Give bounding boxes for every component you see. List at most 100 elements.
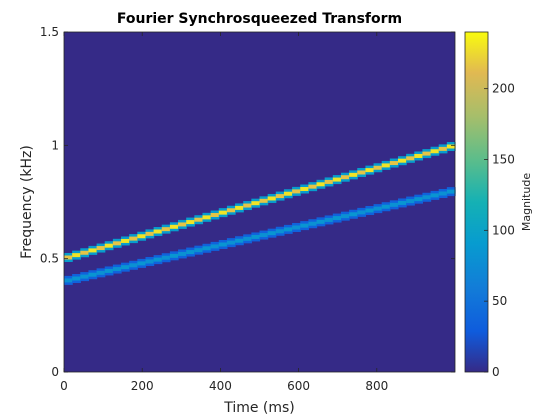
ridge-lines — [64, 142, 456, 285]
ridge-segment — [430, 149, 440, 154]
ridge-segment — [161, 227, 171, 232]
ridge-segment — [96, 270, 106, 275]
ridge-segment — [283, 227, 293, 232]
y-tick-label: 0.5 — [40, 252, 59, 266]
colorbar-tick-label: 50 — [492, 294, 507, 308]
ridge-segment — [316, 182, 326, 187]
ridge-segment — [64, 278, 73, 283]
ridge-segment — [145, 259, 155, 264]
ridge-segment — [414, 153, 424, 158]
ridge-segment — [104, 243, 114, 248]
ridge-segment — [169, 224, 179, 229]
colorbar-tick-label: 100 — [492, 223, 515, 237]
ridge-segment — [145, 231, 155, 236]
ridge-segment — [251, 234, 261, 239]
ridge-segment — [349, 172, 358, 177]
ridge-segment — [397, 200, 407, 205]
ridge-segment — [243, 236, 252, 241]
ridge-segment — [80, 274, 90, 279]
ridge-segment — [259, 233, 269, 238]
ridge-segment — [422, 151, 432, 156]
ridge-segment — [340, 214, 350, 219]
ridge-segment — [406, 156, 415, 161]
ridge-segment — [129, 236, 138, 241]
ridge-segment — [210, 212, 220, 217]
ridge-segment — [340, 175, 350, 180]
ridge-segment — [422, 195, 432, 200]
colorbar-tick-label: 150 — [492, 153, 515, 167]
colorbar-tick-label: 200 — [492, 82, 515, 96]
x-axis-label: Time (ms) — [223, 400, 295, 416]
ridge-segment — [316, 219, 326, 224]
ridge-segment — [292, 225, 301, 230]
ridge-segment — [235, 205, 244, 210]
x-tick-label: 200 — [131, 379, 154, 393]
ridge-segment — [178, 251, 187, 256]
ridge-segment — [72, 253, 81, 258]
ridge-segment — [202, 215, 212, 220]
y-tick-label: 0 — [51, 365, 59, 379]
ridge-segment — [357, 210, 366, 215]
ridge-segment — [267, 231, 277, 236]
ridge-segment — [153, 257, 163, 262]
chart-title: Fourier Synchrosqueezed Transform — [117, 11, 402, 27]
ridge-segment — [430, 193, 440, 198]
ridge-segment — [218, 242, 228, 247]
colorbar-tick-label: 0 — [492, 365, 500, 379]
ridge-segment — [112, 241, 122, 246]
ridge-segment — [308, 221, 318, 226]
ridge-segment — [275, 194, 285, 199]
colorbar — [464, 31, 489, 373]
plot-frame — [63, 31, 456, 373]
x-tick-label: 400 — [209, 379, 232, 393]
y-axis: 0 0.5 1 1.5 — [40, 25, 455, 379]
ridge-segment — [357, 170, 366, 175]
ridge-segment — [88, 272, 98, 277]
ridge-segment — [332, 216, 342, 221]
ridge-segment — [226, 208, 236, 213]
y-tick-label: 1 — [51, 138, 59, 152]
ridge-segment — [169, 253, 179, 258]
ridge-segment — [121, 238, 130, 243]
ridge-segment — [96, 246, 106, 251]
ridge-segment — [80, 250, 90, 255]
ridge-segment — [446, 144, 456, 149]
ridge-series-2 — [64, 187, 456, 285]
ridge-segment — [446, 189, 456, 194]
ridge-segment — [194, 248, 204, 253]
ridge-segment — [243, 203, 252, 208]
ridge-segment — [64, 255, 73, 260]
ridge-segment — [438, 146, 448, 151]
y-axis-label: Frequency (kHz) — [19, 145, 35, 259]
ridge-segment — [104, 268, 114, 273]
ridge-segment — [161, 255, 171, 260]
ridge-segment — [373, 206, 383, 211]
ridge-segment — [365, 208, 375, 213]
ridge-segment — [373, 165, 383, 170]
x-tick-label: 0 — [60, 379, 68, 393]
ridge-segment — [438, 191, 448, 196]
ridge-segment — [389, 161, 399, 166]
y-tick-label: 1.5 — [40, 25, 59, 39]
ridge-segment — [186, 250, 195, 255]
ridge-segment — [218, 210, 228, 215]
ridge-segment — [178, 222, 187, 227]
ridge-segment — [292, 189, 301, 194]
x-tick-label: 800 — [365, 379, 388, 393]
ridge-segment — [259, 198, 269, 203]
ridge-segment — [324, 179, 334, 184]
ridge-segment — [308, 184, 318, 189]
ridge-series-1 — [64, 142, 456, 262]
colorbar-label: Magnitude — [520, 173, 533, 232]
x-axis: 0 200 400 600 800 — [60, 32, 388, 393]
ridge-segment — [406, 199, 415, 204]
ridge-segment — [397, 158, 407, 163]
ridge-segment — [300, 223, 309, 228]
ridge-segment — [112, 267, 122, 272]
ridge-segment — [235, 238, 244, 243]
ridge-segment — [251, 201, 261, 206]
ridge-segment — [88, 248, 98, 253]
ridge-segment — [389, 202, 399, 207]
ridge-segment — [129, 263, 138, 268]
